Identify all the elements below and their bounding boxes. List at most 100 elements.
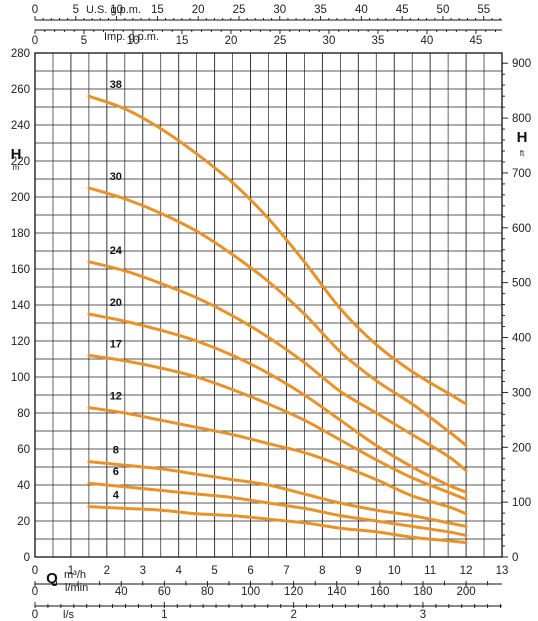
right-tick-label: 400: [512, 333, 531, 345]
x-axis-label: Q: [46, 570, 58, 587]
ls-tick-label: 3: [420, 609, 426, 621]
us-gpm-tick-label: 25: [233, 4, 246, 16]
y-tick-label: 220: [11, 156, 30, 168]
ls-tick-label: 1: [161, 609, 167, 621]
ls-axis-label: l/s: [63, 609, 75, 621]
x-tick-label: 8: [319, 565, 325, 577]
lmin-tick-label: 200: [456, 586, 475, 598]
curve-24: [87, 260, 468, 473]
ls-tick-label: 0: [32, 609, 38, 621]
y-tick-label: 60: [17, 444, 30, 456]
curve-label-12: 12: [110, 391, 122, 403]
y-tick-label: 100: [11, 372, 30, 384]
curve-label-30: 30: [110, 171, 122, 183]
imp-gpm-axis-label: Imp. g.p.m.: [104, 31, 159, 43]
right-tick-label: 0: [512, 552, 518, 564]
imp-gpm-tick-label: 5: [81, 35, 87, 47]
us-gpm-tick-label: 40: [355, 4, 368, 16]
lmin-tick-label: 40: [115, 586, 128, 598]
x-tick-label: 5: [211, 565, 217, 577]
x-tick-label: 10: [388, 565, 401, 577]
curve-label-6: 6: [113, 466, 119, 478]
lmin-axis-label: l/min: [65, 582, 88, 594]
lmin-tick-label: 60: [158, 586, 171, 598]
axis-labels: H m H ft Q m³/h l/min l/s Imp. g.p.m. U.…: [11, 4, 528, 621]
y-tick-label: 0: [24, 552, 30, 564]
right-tick-label: 900: [512, 58, 531, 70]
y-tick-label: 40: [17, 480, 30, 492]
x-tick-label: 11: [424, 565, 436, 577]
right-tick-label: 300: [512, 387, 531, 399]
us-gpm-tick-label: 50: [437, 4, 450, 16]
us-gpm-tick-label: 45: [396, 4, 409, 16]
us-gpm-axis-label: U.S. g.p.m.: [86, 4, 141, 16]
y-tick-label: 160: [11, 264, 30, 276]
curve-6: [87, 481, 468, 537]
y-tick-label: 120: [11, 336, 30, 348]
imp-gpm-tick-label: 0: [32, 35, 38, 47]
y-tick-label: 140: [11, 300, 30, 312]
lmin-tick-label: 180: [413, 586, 432, 598]
lmin-tick-label: 100: [241, 586, 260, 598]
y-tick-label: 200: [11, 192, 30, 204]
curve-4: [87, 505, 468, 545]
lmin-tick-label: 0: [32, 586, 38, 598]
y-axis-unit-left: m: [13, 163, 20, 172]
right-tick-label: 800: [512, 113, 531, 125]
y-axis-label-right: H: [517, 129, 528, 146]
us-gpm-tick-label: 55: [477, 4, 490, 16]
us-gpm-tick-label: 0: [32, 4, 38, 16]
curve-20: [87, 312, 468, 494]
right-tick-label: 100: [512, 497, 531, 509]
curve-label-20: 20: [110, 297, 122, 309]
imp-gpm-tick-label: 15: [176, 35, 189, 47]
curves: 38 30 24 20 17 12 8 6 4: [87, 79, 468, 545]
curve-30: [87, 186, 468, 447]
y-axis-label-left: H: [11, 146, 22, 163]
axes: 0204060801001201401601802002202402602800…: [11, 4, 531, 621]
x-tick-label: 13: [496, 565, 509, 577]
x-axis-unit: m³/h: [64, 569, 86, 581]
x-tick-label: 9: [355, 565, 361, 577]
y-tick-label: 80: [17, 408, 30, 420]
x-tick-label: 3: [140, 565, 146, 577]
lmin-tick-label: 140: [327, 586, 346, 598]
x-tick-label: 0: [32, 565, 38, 577]
imp-gpm-tick-label: 10: [127, 35, 140, 47]
lmin-tick-label: 160: [370, 586, 389, 598]
curve-38: [87, 94, 468, 406]
imp-gpm-tick-label: 30: [323, 35, 336, 47]
us-gpm-tick-label: 35: [314, 4, 327, 16]
ls-tick-label: 2: [290, 609, 296, 621]
lmin-tick-label: 120: [284, 586, 303, 598]
imp-gpm-tick-label: 20: [225, 35, 238, 47]
y-tick-label: 180: [11, 228, 30, 240]
curve-label-17: 17: [110, 338, 122, 350]
us-gpm-tick-label: 10: [110, 4, 123, 16]
y-tick-label: 20: [17, 516, 30, 528]
y-axis-unit-right: ft: [520, 149, 525, 158]
imp-gpm-tick-label: 25: [274, 35, 287, 47]
curve-8: [87, 460, 468, 528]
us-gpm-tick-label: 15: [151, 4, 164, 16]
x-tick-label: 4: [175, 565, 182, 577]
x-tick-label: 6: [247, 565, 253, 577]
curve-label-38: 38: [110, 79, 122, 91]
curve-label-4: 4: [113, 490, 120, 502]
x-tick-label: 1: [68, 565, 74, 577]
curve-17: [87, 353, 468, 501]
imp-gpm-tick-label: 40: [421, 35, 434, 47]
curve-label-8: 8: [113, 445, 119, 457]
x-tick-label: 2: [104, 565, 110, 577]
y-tick-label: 240: [11, 120, 30, 132]
imp-gpm-tick-label: 45: [470, 35, 483, 47]
us-gpm-tick-label: 5: [73, 4, 79, 16]
right-tick-label: 500: [512, 278, 531, 290]
y-tick-label: 260: [11, 84, 30, 96]
right-tick-label: 700: [512, 168, 531, 180]
us-gpm-tick-label: 30: [273, 4, 286, 16]
x-tick-label: 12: [460, 565, 473, 577]
right-tick-label: 200: [512, 442, 531, 454]
us-gpm-tick-label: 20: [192, 4, 205, 16]
